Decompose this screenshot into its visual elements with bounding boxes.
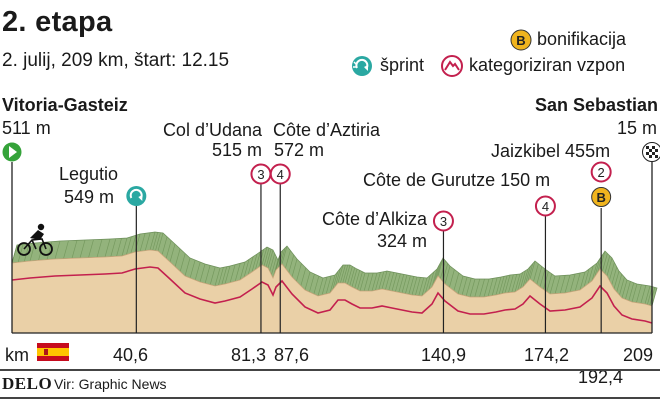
climb-category-icon bbox=[432, 210, 454, 232]
cote-daztiria-elevation: 572 m bbox=[274, 140, 325, 160]
climb-category-number: 3 bbox=[257, 167, 264, 182]
bonus-legend-label: bonifikacija bbox=[537, 29, 627, 49]
km-tick-140-9: 140,9 bbox=[421, 345, 467, 365]
legutio-elevation: 549 m bbox=[63, 187, 114, 207]
km-tick-209: 209 bbox=[623, 345, 654, 365]
cote-de-gurutze-elevation: 150 m bbox=[500, 170, 551, 190]
bottom-border bbox=[0, 397, 660, 399]
km-tick-174-2: 174,2 bbox=[524, 345, 570, 365]
cote-dalkiza-elevation: 324 m bbox=[376, 231, 427, 251]
cyclist-icon bbox=[17, 223, 53, 256]
climb-category-icon bbox=[590, 161, 612, 183]
km-tick-40-6: 40,6 bbox=[113, 345, 149, 365]
brand-logo: DELO bbox=[2, 374, 53, 393]
legutio-name: Legutio bbox=[58, 164, 118, 184]
sprint-icon bbox=[126, 186, 147, 206]
jaizkibel-label: Jaizkibel 455m bbox=[491, 141, 610, 162]
start-town-name: Vitoria-Gasteiz bbox=[2, 95, 128, 115]
finish-town-elevation: 15 m bbox=[616, 118, 657, 138]
footer-divider bbox=[0, 369, 660, 371]
jaizkibel-elevation: 455m bbox=[565, 141, 611, 161]
climb-category-icon bbox=[269, 163, 291, 185]
finish-town-name: San Sebastian bbox=[534, 95, 658, 115]
km-tick-87-6: 87,6 bbox=[274, 345, 310, 365]
cote-dalkiza-name: Côte d’Alkiza bbox=[321, 209, 427, 229]
cote-de-gurutze-name: Côte de Gurutze bbox=[363, 170, 496, 190]
bonus-symbol: B bbox=[596, 190, 605, 205]
cote-daztiria-name: Côte d’Aztiria bbox=[273, 120, 381, 140]
climb-legend-label: kategoriziran vzpon bbox=[469, 55, 626, 75]
col-dudana-name: Col d’Udana bbox=[162, 120, 262, 140]
source-credit: Vir: Graphic News bbox=[54, 376, 167, 392]
page-title: 2. etapa bbox=[2, 6, 113, 38]
bonus-icon bbox=[591, 187, 612, 207]
cote-de-gurutze-label: Côte de Gurutze 150 m bbox=[363, 170, 550, 191]
km-axis-label: km bbox=[5, 345, 29, 365]
jaizkibel-name: Jaizkibel bbox=[491, 141, 561, 161]
climb-category-number: 3 bbox=[440, 214, 447, 229]
route-line bbox=[11, 266, 653, 324]
start-town-elevation: 511 m bbox=[2, 118, 51, 138]
col-dudana-elevation: 515 m bbox=[211, 140, 262, 160]
play-icon bbox=[9, 146, 17, 158]
climb-category-icon bbox=[534, 195, 556, 217]
sprint-legend-label: šprint bbox=[380, 55, 425, 75]
climb-category-number: 2 bbox=[598, 165, 605, 180]
climb-category-number: 4 bbox=[277, 167, 284, 182]
km-tick-192-4: 192,4 bbox=[578, 367, 624, 387]
climb-category-number: 4 bbox=[542, 199, 549, 214]
stage-subtitle: 2. julij, 209 km, štart: 12.15 bbox=[2, 50, 230, 71]
km-tick-81-3: 81,3 bbox=[231, 345, 267, 365]
